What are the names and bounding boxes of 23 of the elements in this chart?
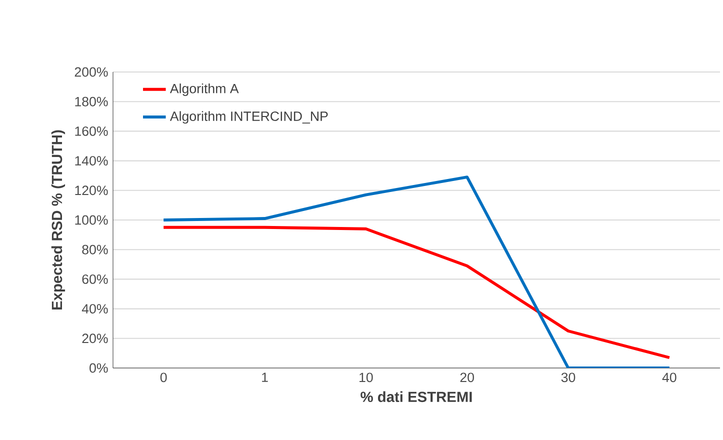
x-tick-label: 40: [662, 372, 676, 382]
x-tick-label: 10: [360, 372, 373, 382]
y-tick-label: 160%: [75, 126, 108, 136]
y-tick-label: 140%: [75, 156, 108, 166]
legend-label: Algorithm INTERCIND_NP: [170, 111, 328, 124]
x-tick-label: 20: [460, 372, 474, 382]
y-tick-label: 100%: [75, 215, 108, 225]
y-axis-title: Expected RSD % (TRUTH): [51, 130, 66, 310]
line-series: [162, 226, 671, 360]
line-series: [162, 176, 671, 368]
y-tick-label: 60%: [82, 274, 108, 284]
y-tick-label: 180%: [75, 96, 108, 106]
y-tick-label: 200%: [74, 67, 108, 77]
y-tick-label: 80%: [82, 244, 108, 254]
x-tick-label: 1: [262, 372, 268, 382]
y-tick-label: 20%: [82, 334, 108, 344]
x-axis-title: % dati ESTREMI: [360, 391, 472, 402]
x-tick-label: 30: [561, 372, 576, 382]
y-tick-label: 0%: [90, 363, 108, 373]
y-tick-label: 120%: [75, 186, 108, 196]
x-tick-label: 0: [160, 372, 167, 382]
y-tick-label: 40%: [82, 304, 108, 314]
legend-label: Algorithm A: [170, 84, 239, 96]
